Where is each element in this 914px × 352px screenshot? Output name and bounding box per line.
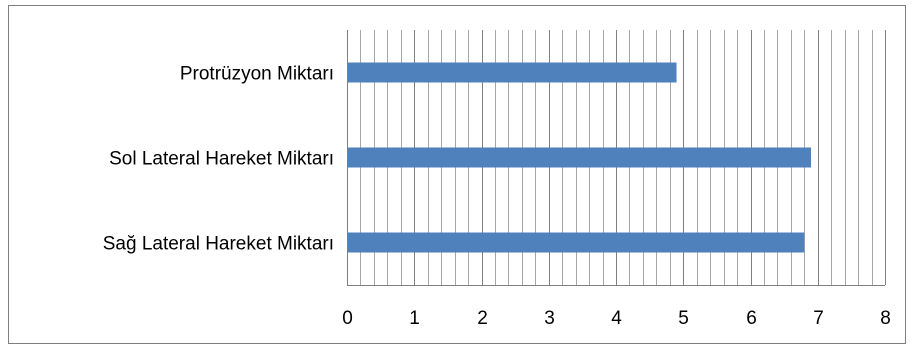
tick-labels: 0 1 2 3 4 5 6 7 8	[342, 308, 891, 329]
x-tick-label: 0	[342, 308, 353, 329]
x-tick-label: 2	[477, 308, 488, 329]
chart-frame	[8, 5, 906, 344]
bar	[348, 147, 812, 168]
x-tick-label: 7	[813, 308, 824, 329]
bar	[348, 232, 805, 253]
bars	[348, 62, 812, 253]
axes	[347, 30, 885, 286]
x-tick-label: 3	[544, 308, 555, 329]
x-tick-label: 6	[746, 308, 757, 329]
x-tick-label: 4	[611, 308, 622, 329]
category-label: Protrüzyon Miktarı	[180, 64, 334, 85]
x-tick-label: 8	[880, 308, 891, 329]
x-tick-label: 5	[678, 308, 689, 329]
bar	[348, 62, 677, 83]
x-tick-label: 1	[409, 308, 420, 329]
category-label: Sol Lateral Hareket Miktarı	[109, 149, 334, 170]
category-labels: Protrüzyon Miktarı Sol Lateral Hareket Mi…	[103, 64, 334, 255]
category-label: Sağ Lateral Hareket Miktarı	[103, 234, 334, 255]
